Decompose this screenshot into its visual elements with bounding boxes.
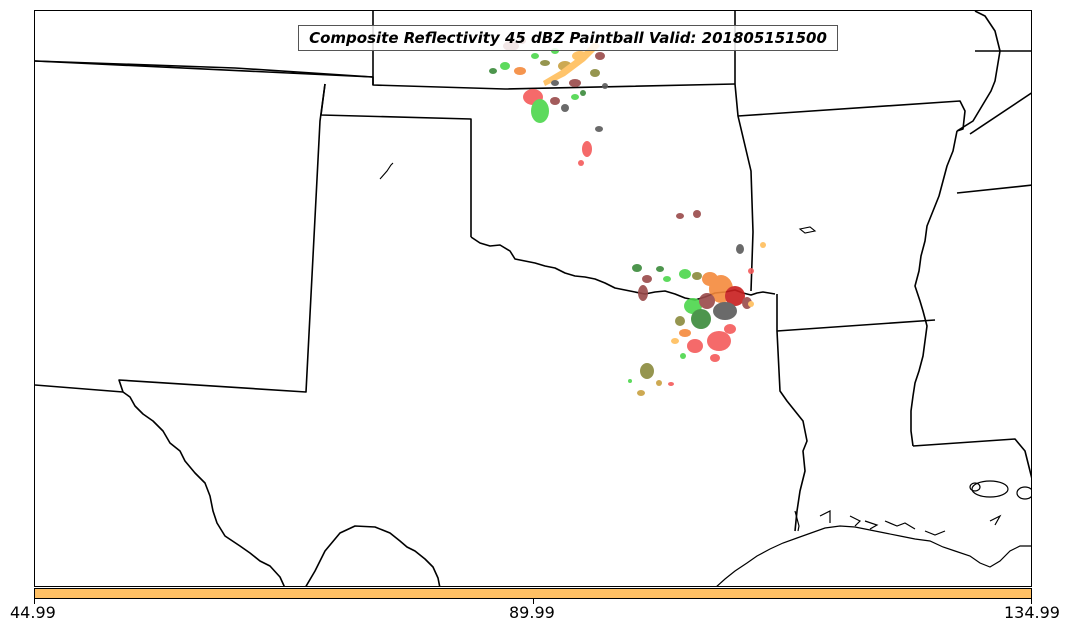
la-ms-border bbox=[912, 438, 1031, 479]
storm-cell bbox=[551, 80, 559, 86]
storm-cell bbox=[489, 68, 497, 74]
colorbar-label-min: 44.99 bbox=[10, 603, 56, 622]
storm-cell bbox=[595, 52, 605, 60]
storm-cell bbox=[514, 67, 526, 75]
colorbar-tick-min bbox=[34, 599, 35, 604]
storm-cell bbox=[679, 329, 691, 337]
storm-cell bbox=[500, 62, 510, 70]
storm-cell bbox=[656, 266, 664, 272]
storm-cell bbox=[595, 126, 603, 132]
ar-la-border bbox=[776, 319, 936, 332]
storm-cell bbox=[699, 293, 715, 309]
lakes bbox=[379, 162, 817, 234]
storm-cell bbox=[663, 276, 671, 282]
storm-cell bbox=[602, 83, 608, 89]
border-nm-tx-east bbox=[118, 83, 326, 393]
storm-cell bbox=[628, 379, 632, 383]
paintball-south-cluster bbox=[628, 210, 766, 396]
storm-cell bbox=[640, 363, 654, 379]
storm-cell bbox=[668, 382, 674, 386]
ok-ar-border bbox=[734, 83, 754, 292]
colorbar-label-max: 134.99 bbox=[1004, 603, 1060, 622]
map-title: Composite Reflectivity 45 dBZ Paintball … bbox=[298, 25, 838, 51]
storm-cell bbox=[736, 244, 744, 254]
storm-cell bbox=[571, 94, 579, 100]
colorbar-tick-max bbox=[1031, 599, 1032, 604]
storm-cell bbox=[531, 53, 539, 59]
storm-cell bbox=[676, 213, 684, 219]
storm-cell bbox=[713, 302, 737, 320]
ms-ar-river bbox=[956, 11, 1001, 132]
rio-grande-border bbox=[305, 525, 441, 586]
tn-border bbox=[969, 92, 1031, 135]
storm-cell bbox=[687, 339, 703, 353]
storm-cell bbox=[693, 210, 701, 218]
storm-cell bbox=[675, 316, 685, 326]
colorbar bbox=[34, 588, 1032, 599]
colorbar-label-mid: 89.99 bbox=[509, 603, 555, 622]
border-co-ok bbox=[320, 83, 472, 237]
storm-cell bbox=[725, 286, 745, 306]
storm-cell bbox=[680, 353, 686, 359]
texas-west-boundary bbox=[122, 391, 285, 586]
storm-cell bbox=[656, 380, 662, 386]
la-tx-border bbox=[776, 294, 808, 532]
storm-cell bbox=[540, 60, 550, 66]
storm-cell bbox=[710, 354, 720, 362]
storm-cell bbox=[679, 269, 691, 279]
storm-cell bbox=[748, 268, 754, 274]
gulf-coastline bbox=[716, 480, 1031, 586]
ms-river-south bbox=[910, 130, 958, 447]
storm-cell bbox=[637, 390, 645, 396]
storm-cell bbox=[590, 69, 600, 77]
storm-cell bbox=[550, 97, 560, 105]
map-panel: Composite Reflectivity 45 dBZ Paintball … bbox=[34, 10, 1032, 587]
storm-cell bbox=[561, 104, 569, 112]
map-canvas bbox=[35, 11, 1031, 586]
paintball-north-cluster bbox=[489, 38, 608, 166]
storm-cell bbox=[531, 99, 549, 123]
border-az-nm bbox=[35, 384, 124, 393]
colorbar-tick-mid bbox=[533, 599, 534, 604]
storm-cell bbox=[691, 309, 711, 329]
storm-cell bbox=[724, 324, 736, 334]
ms-al-border bbox=[956, 184, 1031, 194]
storm-cell bbox=[569, 79, 581, 87]
ar-north-border bbox=[737, 100, 966, 132]
border-co-ne bbox=[35, 60, 374, 78]
state-borders bbox=[35, 11, 1031, 586]
storm-cell bbox=[707, 331, 731, 351]
storm-cell bbox=[671, 338, 679, 344]
storm-cell bbox=[582, 141, 592, 157]
storm-cell bbox=[760, 242, 766, 248]
storm-cell bbox=[642, 275, 652, 283]
storm-cell bbox=[638, 285, 648, 301]
storm-cell bbox=[632, 264, 642, 272]
storm-cell bbox=[578, 160, 584, 166]
storm-cell bbox=[748, 301, 754, 307]
storm-cell bbox=[543, 41, 600, 86]
storm-cell bbox=[580, 90, 586, 96]
storm-cell bbox=[692, 272, 702, 280]
